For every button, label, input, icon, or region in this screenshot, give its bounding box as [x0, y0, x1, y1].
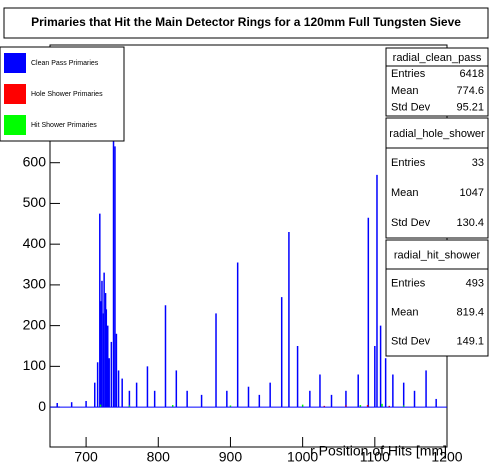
- legend-label: Hole Shower Primaries: [31, 91, 103, 98]
- legend-label: Clean Pass Primaries: [31, 60, 99, 67]
- stats-label: Std Dev: [391, 335, 431, 347]
- x-axis-label: r Position of Hits [mm]: [310, 443, 447, 459]
- stats-value: 130.4: [456, 217, 484, 229]
- y-tick-label: 500: [23, 194, 47, 210]
- y-tick-label: 300: [23, 276, 47, 292]
- stats-label: Std Dev: [391, 102, 431, 114]
- legend-swatch: [4, 84, 26, 104]
- stats-box: [385, 239, 489, 357]
- stats-value: 1047: [460, 187, 484, 199]
- y-tick-label: 100: [23, 357, 47, 373]
- x-tick-label: 800: [147, 449, 171, 465]
- stats-value: 33: [472, 157, 484, 169]
- stats-label: Mean: [391, 85, 419, 97]
- title-box: [3, 7, 489, 39]
- stats-title: radial_hit_shower: [394, 249, 481, 261]
- stats-value: 6418: [460, 68, 484, 80]
- y-tick-label: 0: [38, 398, 46, 414]
- stats-label: Entries: [391, 157, 426, 169]
- stats-label: Entries: [391, 68, 426, 80]
- stats-label: Std Dev: [391, 217, 431, 229]
- stats-label: Mean: [391, 187, 419, 199]
- y-tick-label: 400: [23, 235, 47, 251]
- stats-box: [385, 117, 489, 239]
- stats-title: radial_clean_pass: [393, 52, 482, 64]
- stats-label: Entries: [391, 277, 426, 289]
- x-tick-label: 1000: [287, 449, 318, 465]
- stats-value: 493: [466, 277, 484, 289]
- stats-label: Mean: [391, 306, 419, 318]
- stats-value: 774.6: [456, 85, 484, 97]
- legend-label: Hit Shower Primaries: [31, 122, 97, 129]
- chart-title: Primaries that Hit the Main Detector Rin…: [31, 15, 461, 29]
- x-tick-label: 1100: [360, 449, 390, 465]
- stats-value: 819.4: [456, 306, 484, 318]
- x-tick-label: 900: [219, 449, 243, 465]
- x-tick-label: 1200: [431, 449, 462, 465]
- legend-swatch: [4, 115, 26, 135]
- y-tick-label: 600: [23, 153, 47, 169]
- stats-value: 95.21: [456, 102, 484, 114]
- y-tick-label: 200: [23, 316, 47, 332]
- stats-box: [385, 47, 489, 117]
- x-tick-label: 700: [74, 449, 98, 465]
- legend-swatch: [4, 53, 26, 73]
- stats-value: 149.1: [456, 335, 484, 347]
- stats-title: radial_hole_shower: [389, 128, 485, 140]
